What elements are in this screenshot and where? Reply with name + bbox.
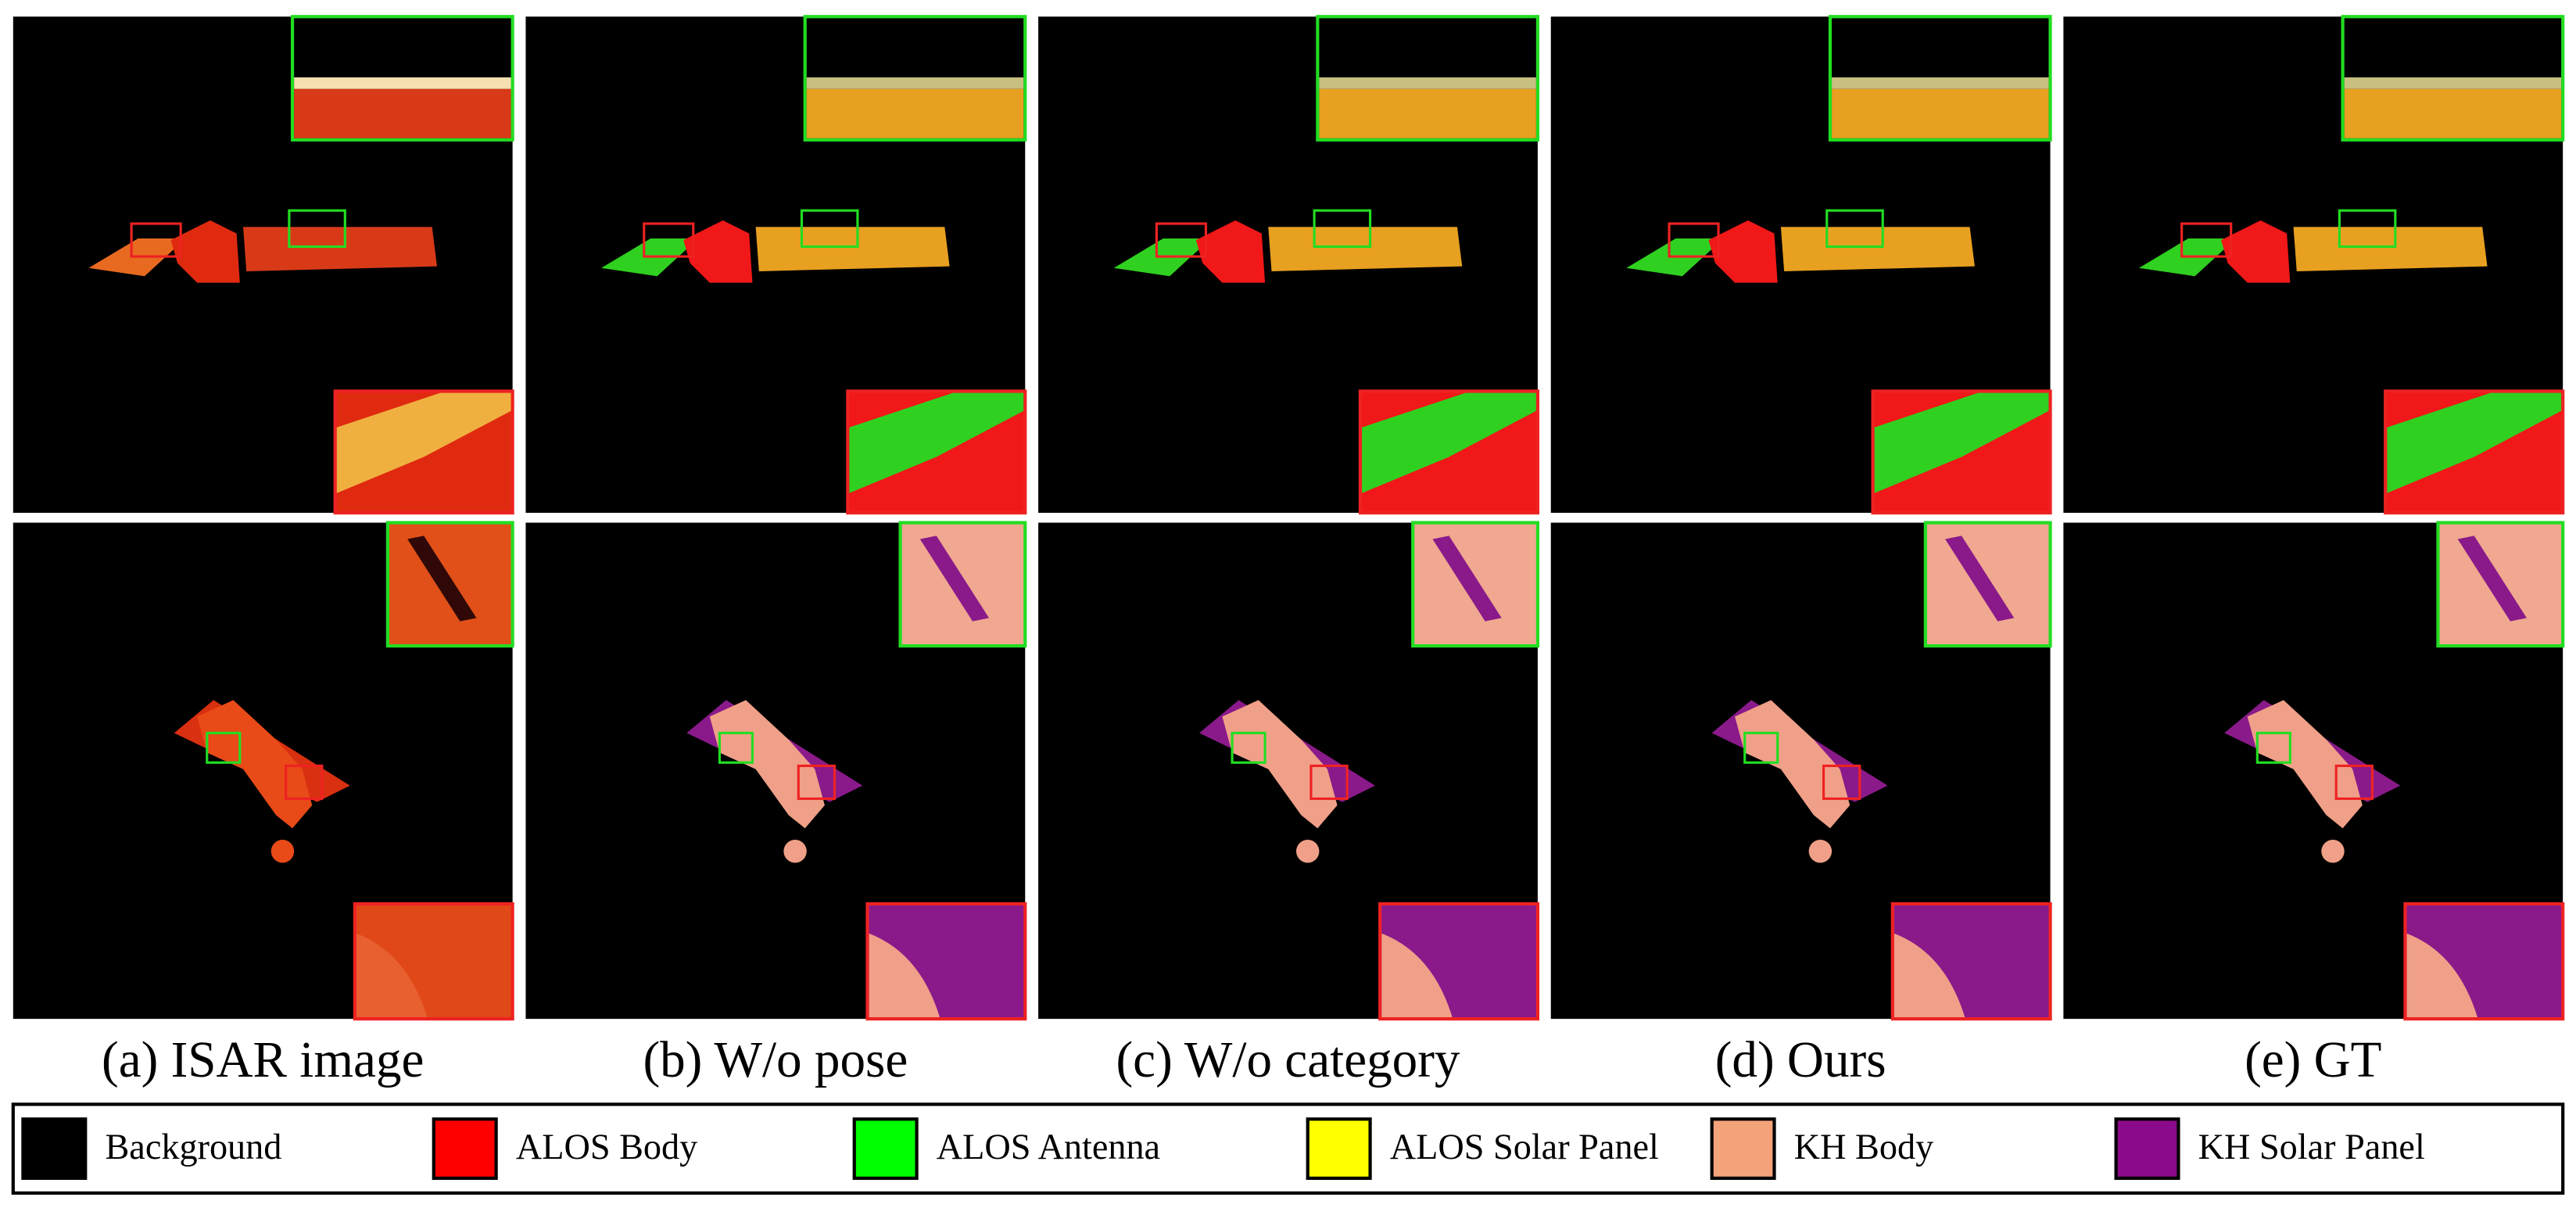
panel [1550, 15, 2052, 514]
inset-panel [1832, 88, 2049, 138]
zoom-box [1825, 209, 1884, 249]
panel [13, 15, 514, 514]
panel-caption: (a) ISAR image [102, 1032, 424, 1088]
zoom-box [797, 764, 837, 801]
solar-panel [755, 227, 950, 271]
inset-antenna [1362, 393, 1536, 493]
body-tail [270, 840, 295, 863]
inset-edge [1319, 77, 1536, 89]
inset-edge [1832, 77, 2049, 89]
inset-antenna [1874, 393, 2049, 493]
zoom-box [1822, 764, 1861, 801]
legend-label: KH Body [1794, 1127, 1933, 1167]
legend-label: KH Solar Panel [2198, 1127, 2425, 1167]
inset-diagonal [2457, 536, 2527, 622]
panel-caption: (c) W/o category [1116, 1032, 1460, 1088]
inset-edge [806, 77, 1024, 89]
inset-antenna [2387, 393, 2562, 493]
solar-panel [1268, 227, 1463, 271]
zoom-box [2180, 222, 2233, 258]
zoom-box [130, 222, 182, 258]
zoom-box [800, 209, 859, 249]
panel-caption: (b) W/o pose [643, 1032, 908, 1088]
body-tail [2321, 840, 2345, 863]
panel [1038, 15, 1540, 514]
zoom-box [288, 209, 346, 249]
legend-swatch [852, 1117, 919, 1181]
solar-panel [1780, 227, 1975, 271]
legend-swatch [1710, 1117, 1776, 1181]
zoom-box [2338, 209, 2397, 249]
inset-antenna [849, 393, 1024, 493]
panel [1550, 521, 2052, 1021]
zoom-box [718, 731, 754, 764]
inset-diagonal [919, 536, 990, 622]
zoom-box [2334, 764, 2374, 801]
body [2221, 220, 2291, 283]
inset-panel [2344, 88, 2562, 138]
inset-panel [1319, 88, 1536, 138]
body [170, 220, 240, 283]
panel-caption: (d) Ours [1715, 1032, 1886, 1088]
zoom-box [1155, 222, 1208, 258]
legend-label: Background [105, 1127, 281, 1167]
inset-diagonal [1432, 536, 1502, 622]
zoom-box [1313, 209, 1372, 249]
panel [525, 521, 1027, 1021]
body [1708, 220, 1778, 283]
body-tail [783, 840, 807, 863]
inset-edge [294, 77, 511, 89]
inset-panel [294, 88, 511, 138]
zoom-box [285, 764, 324, 801]
panel [2063, 15, 2565, 514]
inset-panel [806, 88, 1024, 138]
solar-panel [243, 227, 437, 271]
panel [13, 521, 514, 1021]
body-tail [1296, 840, 1320, 863]
inset-body [1893, 933, 1965, 1018]
zoom-box [1231, 731, 1267, 764]
legend-swatch [21, 1117, 88, 1181]
body-tail [1808, 840, 1833, 863]
zoom-box [206, 731, 242, 764]
inset-body [1381, 933, 1453, 1018]
legend-swatch [432, 1117, 498, 1181]
body [1195, 220, 1266, 283]
legend-swatch [1306, 1117, 1372, 1181]
legend-label: ALOS Solar Panel [1390, 1127, 1659, 1167]
inset-body [2406, 933, 2477, 1018]
legend-label: ALOS Body [516, 1127, 697, 1167]
solar-panel [2293, 227, 2488, 271]
panel [1038, 521, 1540, 1021]
inset-antenna [336, 393, 511, 493]
inset-diagonal [407, 536, 477, 622]
zoom-box [643, 222, 695, 258]
zoom-box [1309, 764, 1349, 801]
inset-edge [2344, 77, 2562, 89]
inset-body [356, 933, 428, 1018]
zoom-box [2255, 731, 2291, 764]
panel [525, 15, 1027, 514]
legend-box [11, 1102, 2565, 1195]
zoom-box [1668, 222, 1720, 258]
panel-caption: (e) GT [2245, 1032, 2381, 1088]
body [683, 220, 753, 283]
legend-swatch [2114, 1117, 2180, 1181]
panel [2063, 521, 2565, 1021]
inset-body [869, 933, 940, 1018]
zoom-box [1743, 731, 1779, 764]
inset-diagonal [1945, 536, 2015, 622]
legend-label: ALOS Antenna [937, 1127, 1160, 1167]
